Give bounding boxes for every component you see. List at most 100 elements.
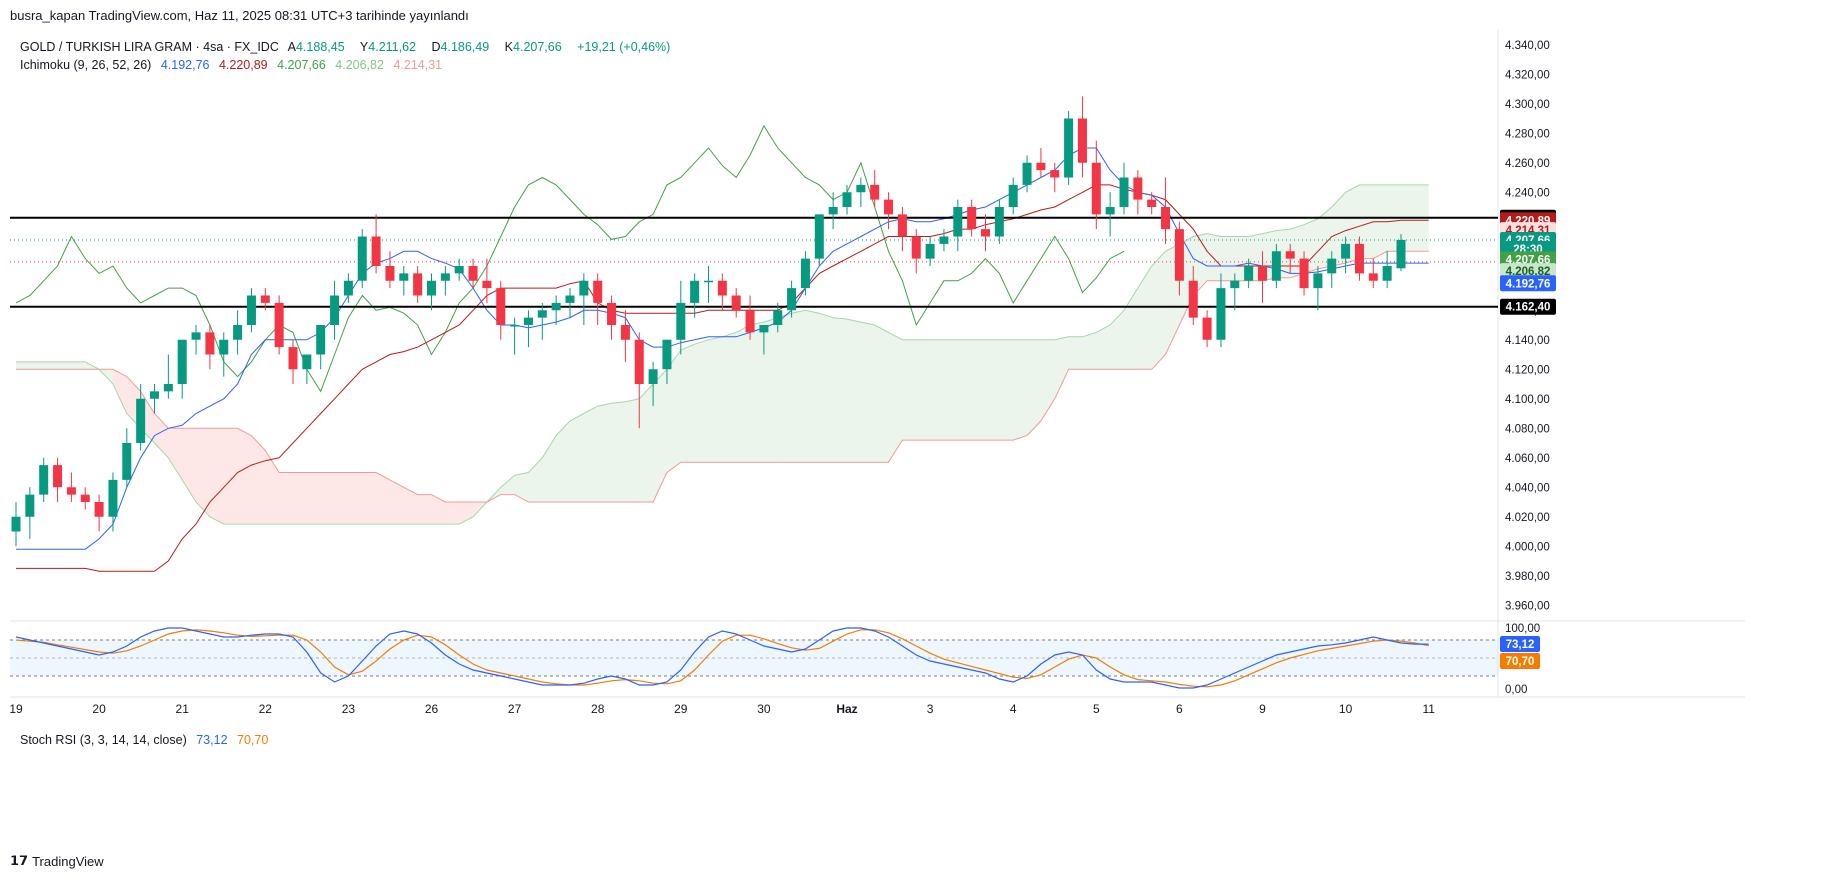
kumo-cloud-segment: [376, 472, 390, 525]
time-tick-label: 27: [508, 702, 522, 716]
candle-body: [316, 325, 326, 355]
time-tick-label: 9: [1259, 702, 1266, 716]
candle-body: [163, 384, 173, 392]
kumo-cloud-segment: [1124, 288, 1138, 370]
candle-body: [482, 280, 492, 289]
candle-body: [440, 273, 450, 281]
candle: [316, 325, 326, 370]
ichimoku-tenkan-value: 4.192,76: [160, 58, 210, 72]
candle: [468, 258, 478, 289]
kumo-cloud-segment: [971, 339, 986, 441]
candle: [1230, 273, 1240, 311]
kumo-cloud-segment: [1345, 184, 1360, 264]
stoch-value-tag-bg: [1500, 653, 1540, 669]
candle-body: [1216, 288, 1226, 340]
kumo-cloud-segment: [43, 361, 58, 370]
candle: [191, 325, 201, 355]
candle-body: [939, 236, 949, 244]
price-tick-label: 4.340,00: [1505, 40, 1550, 52]
stoch-legend[interactable]: Stoch RSI (3, 3, 14, 14, close) 73,12 70…: [20, 733, 274, 747]
candle: [177, 339, 187, 399]
kumo-cloud-segment: [833, 317, 847, 463]
candle: [1050, 162, 1060, 193]
candle: [593, 273, 603, 325]
candle-body: [1133, 177, 1143, 200]
candle: [690, 273, 700, 318]
candle-body: [94, 502, 104, 517]
kumo-cloud-segment: [736, 325, 751, 463]
kumo-cloud-segment: [265, 450, 280, 525]
candle-body: [177, 339, 187, 384]
kumo-cloud-segment: [112, 369, 127, 414]
kijun-sen-line: [16, 184, 1429, 572]
candle: [856, 177, 866, 207]
tenkan-sen-line: [16, 147, 1429, 550]
kumo-cloud-segment: [403, 487, 418, 525]
candle-body: [800, 258, 810, 289]
candle-body: [787, 288, 797, 311]
candle: [607, 295, 617, 340]
candle: [302, 354, 312, 384]
candle: [897, 207, 907, 252]
candle: [1161, 177, 1171, 244]
candle: [1299, 251, 1309, 296]
kumo-cloud-segment: [1096, 325, 1111, 370]
candle-body: [828, 207, 838, 215]
candle-body: [1285, 251, 1295, 259]
candle: [219, 332, 229, 377]
symbol-title[interactable]: GOLD / TURKISH LIRA GRAM · 4sa · FX_IDC: [20, 40, 279, 54]
candle: [745, 295, 755, 340]
stoch-tick-label: 0,00: [1505, 684, 1527, 696]
kumo-cloud-segment: [306, 472, 321, 525]
kumo-cloud-segment: [1082, 332, 1097, 370]
candle-body: [1036, 162, 1046, 171]
time-tick-label: 10: [1339, 702, 1353, 716]
candle: [108, 472, 118, 532]
kumo-cloud-segment: [293, 472, 307, 525]
chikou-span-line: [15, 124, 1125, 393]
candle-body: [343, 280, 353, 296]
kumo-cloud-segment: [16, 361, 30, 370]
time-tick-label: 26: [425, 702, 439, 716]
kumo-cloud-segment: [209, 428, 224, 525]
time-tick-label: 23: [342, 702, 356, 716]
ichimoku-legend[interactable]: Ichimoku (9, 26, 52, 26) 4.192,76 4.220,…: [20, 58, 448, 72]
candle: [634, 332, 644, 429]
ichimoku-chikou-value: 4.207,66: [277, 58, 326, 72]
price-tick-label: 4.000,00: [1505, 541, 1550, 553]
candle: [163, 354, 173, 399]
candle: [482, 258, 492, 303]
candle: [80, 487, 90, 510]
candle: [427, 273, 436, 311]
candle: [870, 170, 880, 207]
candle-body: [884, 199, 894, 215]
candle-body: [302, 354, 312, 370]
candle-body: [1105, 207, 1115, 215]
candle: [25, 487, 35, 539]
footer-brand[interactable]: 𝟭𝟳 TradingView: [10, 853, 104, 869]
price-tick-label: 4.080,00: [1505, 423, 1550, 435]
kumo-cloud-segment: [930, 339, 944, 441]
kumo-cloud-segment: [1151, 251, 1166, 370]
candle-body: [620, 325, 630, 340]
kumo-cloud-segment: [819, 313, 834, 463]
candle: [939, 229, 949, 252]
candle: [385, 251, 395, 289]
kumo-cloud-segment: [237, 428, 252, 525]
candle-body: [80, 494, 90, 502]
kumo-cloud-segment: [57, 361, 72, 370]
time-tick-label: 6: [1176, 702, 1183, 716]
candle: [551, 295, 561, 325]
candle-body: [994, 207, 1004, 237]
candle-body: [191, 332, 201, 340]
candle-body: [122, 443, 132, 480]
price-tick-label: 3.980,00: [1505, 571, 1550, 583]
candle: [773, 302, 783, 333]
stoch-k-value: 73,12: [196, 733, 228, 747]
candle-body: [981, 229, 990, 237]
candle: [1354, 236, 1364, 281]
candle: [925, 236, 935, 266]
kumo-cloud-segment: [611, 401, 626, 502]
kumo-cloud-segment: [916, 339, 931, 441]
